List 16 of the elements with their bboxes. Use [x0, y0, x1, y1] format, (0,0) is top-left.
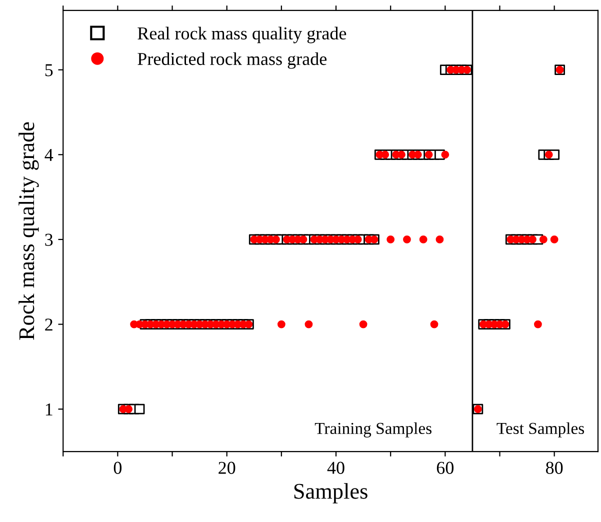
annotation: Test Samples	[496, 422, 584, 438]
x-tick-label: 20	[218, 462, 236, 474]
legend-label: Real rock mass quality grade	[138, 26, 346, 44]
y-tick-label: 3	[45, 234, 53, 246]
annotation: Training Samples	[314, 422, 432, 438]
y-tick-label: 4	[44, 149, 54, 161]
x-tick-label: 40	[327, 462, 344, 474]
legend-label: Predicted rock mass grade	[138, 52, 327, 69]
y-tick-label: 1	[46, 403, 52, 416]
x-tick-label: 0	[114, 462, 122, 474]
y-tick-label: 2	[45, 318, 52, 331]
y-tick-label: 5	[45, 64, 53, 76]
x-axis-title: Samples	[294, 483, 368, 504]
x-tick-label: 80	[546, 462, 563, 474]
y-axis-title: Rock mass quality grade	[18, 122, 39, 340]
x-tick-label: 60	[436, 462, 454, 474]
